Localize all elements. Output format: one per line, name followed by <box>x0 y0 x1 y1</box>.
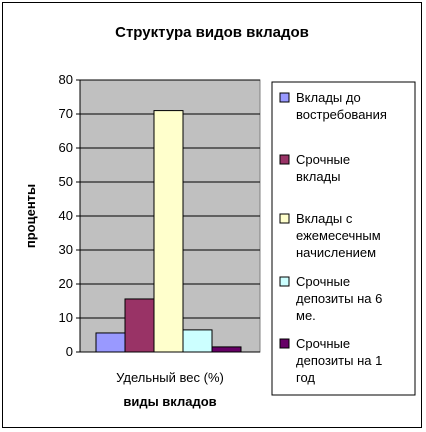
y-tick-label: 20 <box>59 276 73 291</box>
legend-swatch <box>279 154 290 165</box>
y-tick-label: 10 <box>59 310 73 325</box>
legend-label: Вклады с ежемесечным начислением <box>296 211 381 260</box>
legend-label: Срочные вклады <box>296 152 350 184</box>
y-tick-label: 50 <box>59 174 73 189</box>
legend-label: Вклады до востребования <box>296 90 387 122</box>
bar <box>153 110 184 353</box>
y-axis-ticks: 0 10 20 30 40 50 60 70 80 <box>59 72 80 359</box>
y-tick-label: 0 <box>66 344 73 359</box>
legend: Вклады до востребования Срочные вклады Вклад… <box>271 81 416 396</box>
x-tick-label: Удельный вес (%) <box>116 370 224 385</box>
y-axis-title: проценты <box>23 184 38 248</box>
legend-swatch <box>279 213 290 224</box>
legend-label: Срочные депозиты на 6 ме. <box>296 274 382 323</box>
legend-swatch <box>279 338 290 349</box>
legend-box <box>271 81 416 396</box>
legend-swatch <box>279 276 290 287</box>
y-tick-label: 80 <box>59 72 73 87</box>
y-tick-label: 60 <box>59 140 73 155</box>
y-tick-label: 40 <box>59 208 73 223</box>
x-axis-title: виды вкладов <box>123 394 216 409</box>
chart-title: Структура видов вкладов <box>115 24 309 41</box>
bar <box>95 332 126 353</box>
y-tick-label: 30 <box>59 242 73 257</box>
bar <box>211 346 242 353</box>
plot-area <box>79 79 261 353</box>
legend-label: Срочные депозиты на 1 год <box>296 336 382 385</box>
bar <box>182 329 213 353</box>
legend-swatch <box>279 92 290 103</box>
bar <box>124 298 155 353</box>
y-tick-label: 70 <box>59 106 73 121</box>
